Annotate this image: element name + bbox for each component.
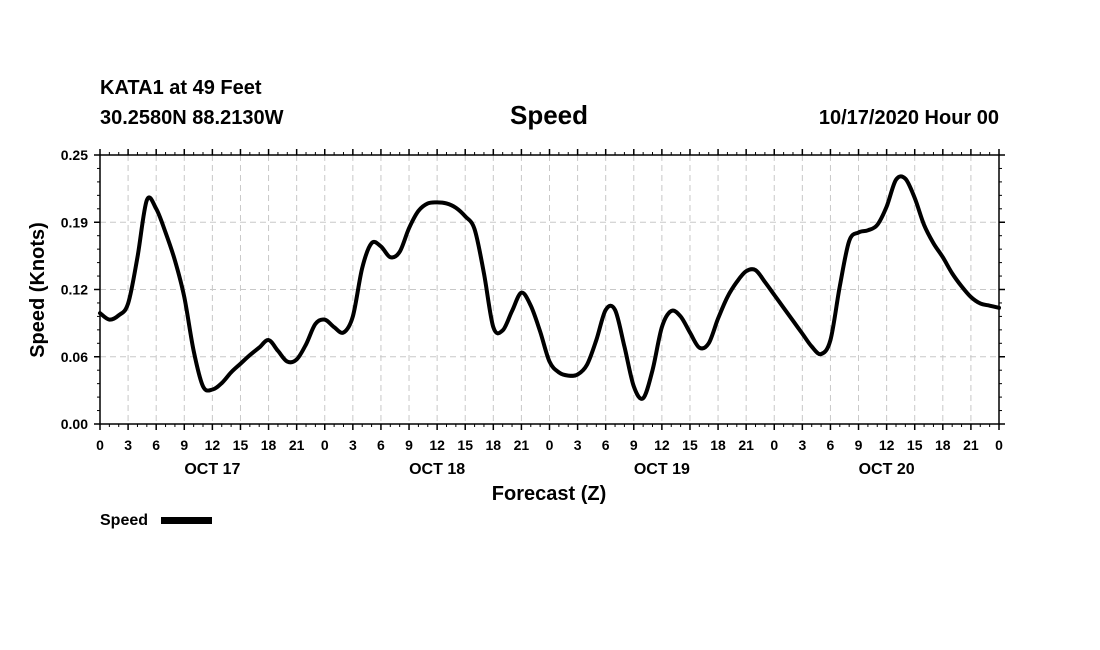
x-tick-label: 15 [907, 437, 923, 453]
legend-label: Speed [100, 512, 148, 529]
y-axis-title: Speed (Knots) [27, 222, 49, 358]
x-axis: 0 3 6 9 12 15 18 21 0 3 6 9 12 15 18 21 0 3 6 9 12 15 18 21 0 3 6 9… [96, 149, 1003, 453]
grid [100, 155, 999, 424]
x-tick-label: 15 [682, 437, 698, 453]
station-label: KATA1 at 49 Feet [100, 77, 262, 99]
x-tick-label: 15 [457, 437, 473, 453]
x-tick-label: 0 [995, 437, 1003, 453]
x-tick-label: 18 [261, 437, 277, 453]
x-tick-label: 21 [514, 437, 530, 453]
x-tick-label: 3 [349, 437, 357, 453]
x-tick-label: 9 [630, 437, 638, 453]
y-tick-label: 0.00 [61, 416, 88, 432]
x-tick-label: 9 [855, 437, 863, 453]
x-tick-label: 18 [710, 437, 726, 453]
x-tick-label: 12 [879, 437, 895, 453]
x-tick-label: 0 [321, 437, 329, 453]
day-labels: OCT 17 OCT 18 OCT 19 OCT 20 [184, 461, 914, 478]
x-tick-label: 3 [124, 437, 132, 453]
x-tick-label: 9 [180, 437, 188, 453]
x-tick-label: 9 [405, 437, 413, 453]
x-tick-label: 18 [486, 437, 502, 453]
legend: Speed [100, 512, 212, 529]
x-tick-label: 6 [152, 437, 160, 453]
x-tick-label: 18 [935, 437, 951, 453]
x-tick-label: 0 [546, 437, 554, 453]
x-axis-title: Forecast (Z) [492, 483, 606, 505]
x-tick-label: 3 [798, 437, 806, 453]
x-tick-label: 6 [602, 437, 610, 453]
y-tick-label: 0.06 [61, 349, 88, 365]
speed-series-line [98, 174, 1001, 401]
x-tick-label: 6 [377, 437, 385, 453]
x-tick-label: 3 [574, 437, 582, 453]
day-label: OCT 20 [859, 461, 915, 478]
x-tick-label: 21 [963, 437, 979, 453]
x-tick-label: 12 [205, 437, 221, 453]
legend-swatch [161, 517, 212, 524]
x-tick-label: 0 [770, 437, 778, 453]
location-label: 30.2580N 88.2130W [100, 107, 284, 129]
y-axis: 0.00 0.06 0.12 0.19 0.25 [61, 147, 1005, 432]
x-tick-label: 21 [289, 437, 305, 453]
x-tick-label: 21 [738, 437, 754, 453]
x-tick-label: 0 [96, 437, 104, 453]
x-tick-label: 12 [654, 437, 670, 453]
x-tick-label: 15 [233, 437, 249, 453]
day-label: OCT 17 [184, 461, 240, 478]
y-tick-label: 0.12 [61, 282, 88, 298]
x-tick-label: 12 [429, 437, 445, 453]
y-tick-label: 0.25 [61, 147, 88, 163]
day-label: OCT 18 [409, 461, 465, 478]
chart-title: Speed [510, 100, 588, 130]
day-label: OCT 19 [634, 461, 690, 478]
x-tick-label: 6 [827, 437, 835, 453]
y-tick-label: 0.19 [61, 214, 88, 230]
run-time-label: 10/17/2020 Hour 00 [819, 107, 999, 129]
